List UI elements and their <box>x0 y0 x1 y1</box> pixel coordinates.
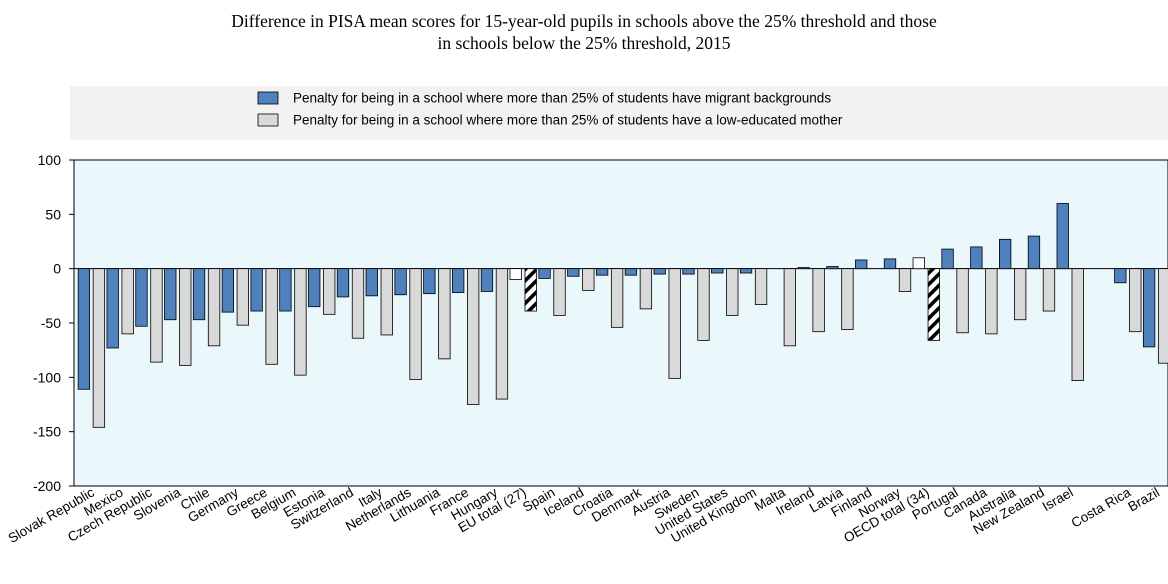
bar-migrant <box>1056 203 1069 270</box>
y-tick-label: 100 <box>38 152 62 168</box>
bar-low-educated-mother <box>1014 268 1027 321</box>
bar-low-educated-mother <box>150 268 163 363</box>
chart-title-line-1: Difference in PISA mean scores for 15-ye… <box>231 11 937 31</box>
bar-low-educated-mother <box>495 268 509 400</box>
legend-background <box>70 86 1168 140</box>
x-tick-label: Costa Rica <box>1069 484 1134 530</box>
bar-migrant <box>164 268 177 321</box>
bar-low-educated-mother <box>956 268 969 334</box>
bar-low-educated-mother <box>697 268 710 341</box>
bar-low-educated-mother <box>1071 268 1084 381</box>
legend-label-1: Penalty for being in a school where more… <box>293 91 831 106</box>
bar-migrant <box>308 268 321 308</box>
bar-migrant <box>682 268 695 275</box>
chart-title: Difference in PISA mean scores for 15-ye… <box>0 10 1168 54</box>
y-tick-label: -50 <box>41 315 61 331</box>
y-tick-label: 50 <box>45 206 61 222</box>
legend-swatch-2 <box>257 113 279 127</box>
bar-migrant <box>711 268 724 274</box>
bar-migrant <box>797 267 810 270</box>
bar-migrant <box>595 268 609 276</box>
bar-low-educated-mother <box>726 268 739 316</box>
bar-migrant <box>423 268 436 295</box>
bar-low-educated-mother <box>121 268 134 335</box>
bar-low-educated-mother <box>985 268 998 335</box>
bar-migrant <box>1027 235 1041 270</box>
bar-low-educated-mother <box>236 268 249 326</box>
bar-migrant <box>941 248 954 270</box>
bar-migrant <box>192 268 206 321</box>
bar-low-educated-mother <box>438 268 451 360</box>
bar-low-educated-mother <box>265 268 278 365</box>
bar-low-educated-mother <box>582 268 595 291</box>
bar-migrant <box>365 268 378 297</box>
bar-low-educated-mother <box>323 268 336 315</box>
bar-migrant <box>739 268 753 274</box>
legend-label-2: Penalty for being in a school where more… <box>293 113 843 128</box>
bar-migrant <box>250 268 263 312</box>
bar-low-educated-mother <box>812 268 825 333</box>
bar-low-educated-mother <box>841 268 854 330</box>
bar-migrant <box>77 268 91 390</box>
bar-low-educated-mother <box>294 268 307 376</box>
bar-low-educated-mother <box>610 268 624 328</box>
bar-migrant <box>1142 268 1156 348</box>
bar-migrant <box>826 266 839 270</box>
bar-migrant <box>999 238 1012 270</box>
chart-title-line-2: in schools below the 25% threshold, 2015 <box>437 33 731 53</box>
bar-low-educated-mother <box>1042 268 1056 312</box>
bar-migrant <box>653 268 666 275</box>
bar-migrant <box>336 268 350 298</box>
bar-low-educated-mother <box>553 268 566 316</box>
bar-low-educated-mother <box>927 268 940 341</box>
bar-low-educated-mother <box>1129 268 1142 333</box>
bar-low-educated-mother <box>1157 268 1168 364</box>
bar-low-educated-mother <box>467 268 480 405</box>
bar-low-educated-mother <box>668 268 681 379</box>
bar-migrant <box>624 268 638 276</box>
legend-swatch-1 <box>257 91 279 105</box>
y-tick-label: -200 <box>33 478 61 494</box>
bar-low-educated-mother <box>179 268 192 366</box>
bar-low-educated-mother <box>207 268 221 347</box>
bar-low-educated-mother <box>783 268 796 347</box>
bar-migrant <box>394 268 407 296</box>
bar-low-educated-mother <box>92 268 106 428</box>
bar-low-educated-mother <box>409 268 422 380</box>
bar-low-educated-mother <box>754 268 768 305</box>
bar-low-educated-mother <box>380 268 393 336</box>
x-tick-label: Brazil <box>1125 485 1162 515</box>
bar-migrant <box>452 268 465 293</box>
bar-migrant <box>567 268 580 277</box>
x-tick-label: Israel <box>1040 485 1076 514</box>
bar-migrant <box>279 268 292 312</box>
bar-migrant <box>106 268 119 349</box>
bar-migrant <box>221 268 234 313</box>
bar-low-educated-mother <box>898 268 912 292</box>
bar-migrant <box>883 258 897 270</box>
bars <box>77 203 1168 428</box>
y-tick-label: -150 <box>33 424 61 440</box>
bar-migrant <box>538 268 551 279</box>
bar-migrant <box>1114 268 1127 284</box>
bar-migrant <box>912 257 925 270</box>
bar-low-educated-mother <box>524 268 537 312</box>
y-tick-label: 0 <box>53 261 61 277</box>
bar-migrant <box>480 268 494 292</box>
bar-low-educated-mother <box>639 268 653 310</box>
bar-migrant <box>970 246 983 270</box>
bar-low-educated-mother <box>351 268 365 339</box>
legend: Penalty for being in a school where more… <box>70 86 1168 140</box>
bar-migrant <box>855 259 868 270</box>
bar-migrant <box>135 268 148 327</box>
bar-migrant <box>509 268 522 280</box>
y-tick-label: -100 <box>33 369 61 385</box>
